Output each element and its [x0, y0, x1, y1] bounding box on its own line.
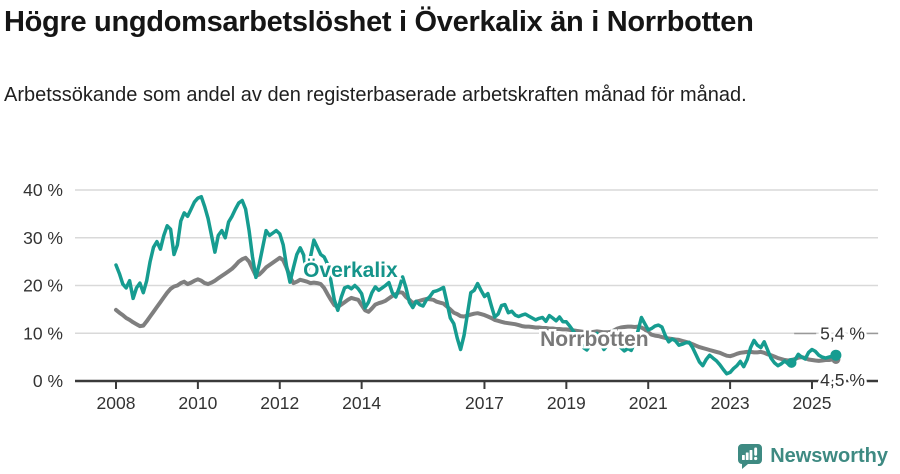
- brand-name: Newsworthy: [770, 445, 888, 467]
- y-tick-label: 20 %: [23, 276, 63, 296]
- x-tick-label: 2008: [97, 393, 136, 413]
- chart-title: Högre ungdomsarbetslöshet i Överkalix än…: [4, 6, 754, 38]
- chart-subtitle: Arbetssökande som andel av den registerb…: [4, 84, 747, 106]
- y-tick-label: 30 %: [23, 228, 63, 248]
- x-tick-label: 2010: [178, 393, 217, 413]
- y-tick-label: 10 %: [23, 323, 63, 343]
- series-line-overkalix: [114, 194, 838, 376]
- newsworthy-speech-bubble-bar-chart-icon: [737, 443, 763, 470]
- x-tick-label: 2014: [342, 393, 381, 413]
- x-tick-label: 2017: [465, 393, 504, 413]
- y-tick-label: 40 %: [23, 180, 63, 200]
- year-ago-dot: [786, 357, 797, 368]
- x-tick-label: 2019: [547, 393, 586, 413]
- endpoint-dot-overkalix: [830, 349, 842, 361]
- x-tick-label: 2012: [260, 393, 299, 413]
- y-tick-label: 0 %: [33, 371, 63, 391]
- series-label-overkalix: Överkalix: [303, 259, 398, 282]
- series-line-norrbotten: [114, 255, 838, 363]
- x-tick-label: 2023: [711, 393, 750, 413]
- x-tick-label: 2021: [629, 393, 668, 413]
- footer-brand: Newsworthy: [737, 443, 888, 470]
- end-value-label-norrbotten: 4,5 %: [820, 370, 865, 390]
- series-label-norrbotten: Norrbotten: [540, 328, 649, 351]
- end-value-label-overkalix: 5,4 %: [820, 323, 865, 343]
- x-tick-label: 2025: [793, 393, 832, 413]
